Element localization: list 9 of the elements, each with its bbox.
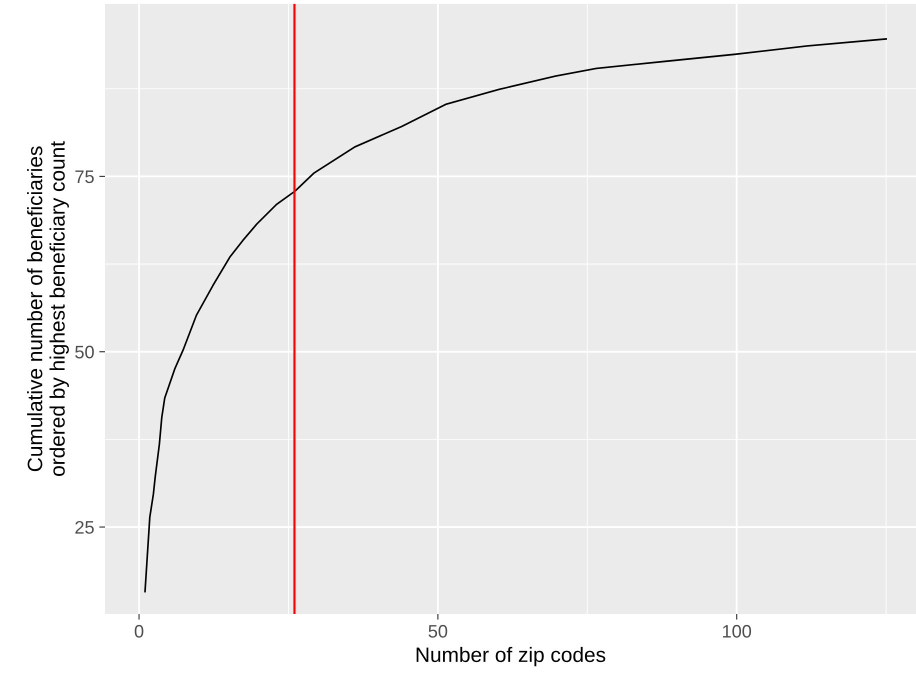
y-tick-label: 25: [75, 520, 94, 534]
y-tick-label: 75: [75, 170, 94, 184]
line-series: [144, 38, 887, 592]
x-axis-title: Number of zip codes: [416, 646, 606, 666]
y-axis-title: Cumulative number of beneficiaries ordered by highest beneficiary count: [27, 141, 69, 476]
x-tick-label: 100: [723, 624, 752, 638]
y-tick-label: 50: [75, 346, 94, 358]
x-tick-label: 50: [428, 624, 448, 638]
x-tick-label: 0: [134, 624, 144, 638]
